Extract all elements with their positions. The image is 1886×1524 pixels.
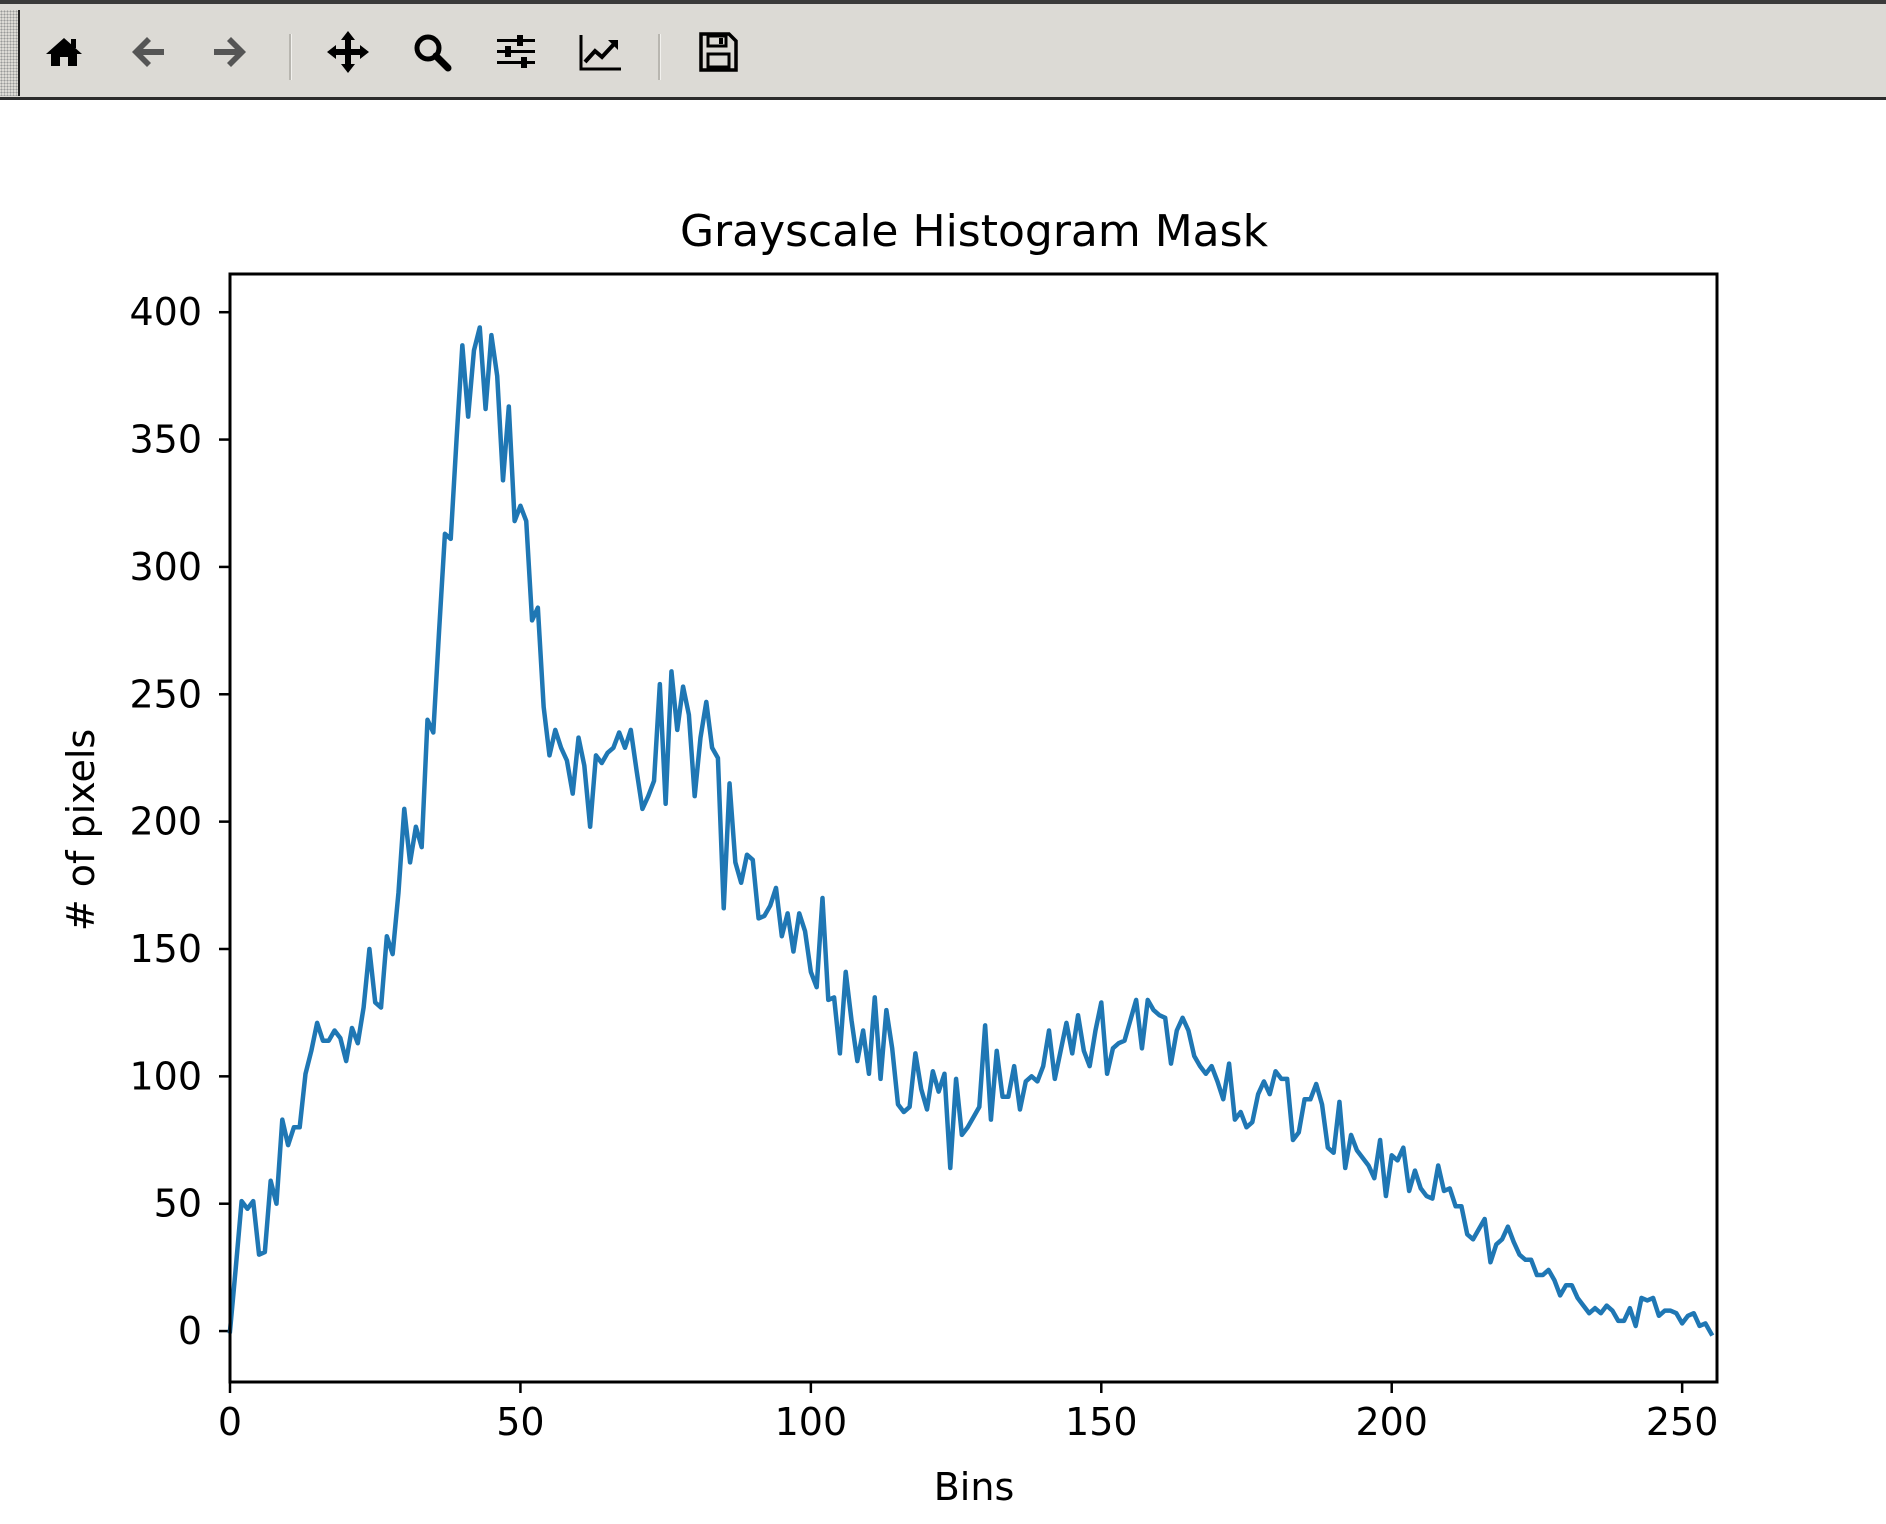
home-icon	[46, 38, 82, 66]
x-tick-label: 0	[218, 1400, 242, 1444]
y-tick-label: 400	[129, 290, 202, 334]
plot-area	[227, 325, 1715, 1337]
magnifier-icon	[414, 34, 452, 72]
y-tick-label: 150	[129, 927, 202, 971]
figure-canvas: Grayscale Histogram Mask Bins # of pixel…	[59, 206, 1719, 1509]
x-tick-label: 250	[1646, 1400, 1719, 1444]
axis-ticks: 0 50 100 150 200 250 0 50 100 150 200 250 300 350 400	[129, 290, 1718, 1444]
y-tick-label: 250	[129, 672, 202, 716]
arrow-right-icon	[214, 37, 246, 67]
sliders-icon	[497, 35, 535, 68]
y-axis-label: # of pixels	[59, 729, 103, 931]
move-icon	[327, 31, 369, 73]
histogram-line	[227, 325, 1715, 1337]
save-button[interactable]	[694, 28, 742, 76]
x-tick-label: 100	[775, 1400, 848, 1444]
toolbar-separator	[289, 34, 292, 80]
toolbar-separator	[658, 34, 661, 80]
home-button[interactable]	[40, 28, 88, 76]
edit-axes-button[interactable]	[576, 28, 624, 76]
x-tick-label: 50	[496, 1400, 544, 1444]
line-chart-icon	[579, 35, 621, 71]
chart-title: Grayscale Histogram Mask	[680, 206, 1269, 257]
x-tick-label: 150	[1065, 1400, 1138, 1444]
forward-button[interactable]	[206, 28, 254, 76]
pan-button[interactable]	[324, 28, 372, 76]
y-tick-label: 350	[129, 418, 202, 462]
y-tick-label: 0	[178, 1309, 202, 1353]
toolbar-grip[interactable]	[0, 10, 20, 96]
y-tick-label: 50	[154, 1182, 202, 1226]
back-button[interactable]	[124, 28, 172, 76]
y-tick-label: 200	[129, 800, 202, 844]
arrow-left-icon	[132, 37, 164, 67]
y-tick-label: 300	[129, 545, 202, 589]
navigation-toolbar	[0, 0, 1886, 100]
zoom-button[interactable]	[408, 28, 456, 76]
y-tick-label: 100	[129, 1054, 202, 1098]
configure-subplots-button[interactable]	[492, 28, 540, 76]
floppy-disk-icon	[699, 32, 738, 72]
axes-frame	[228, 272, 1719, 1384]
x-axis-label: Bins	[934, 1465, 1015, 1509]
x-tick-label: 200	[1355, 1400, 1428, 1444]
